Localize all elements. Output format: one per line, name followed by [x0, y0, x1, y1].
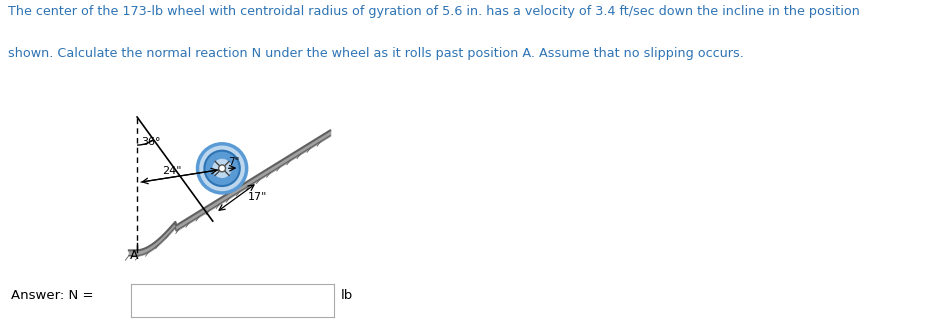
Text: The center of the 173-lb wheel with centroidal radius of gyration of 5.6 in. has: The center of the 173-lb wheel with cent… — [8, 5, 860, 18]
Circle shape — [212, 158, 232, 179]
Circle shape — [219, 165, 225, 172]
Text: i: i — [116, 293, 121, 308]
Text: 7": 7" — [228, 157, 240, 167]
Text: 17": 17" — [248, 192, 267, 202]
Text: shown. Calculate the normal reaction N under the wheel as it rolls past position: shown. Calculate the normal reaction N u… — [8, 47, 743, 60]
Text: 24": 24" — [162, 166, 181, 176]
Text: 36°: 36° — [141, 137, 161, 147]
Text: Answer: N =: Answer: N = — [11, 289, 98, 302]
Circle shape — [205, 151, 240, 186]
Circle shape — [198, 144, 246, 193]
Text: A: A — [130, 249, 138, 262]
Text: lb: lb — [341, 289, 353, 302]
